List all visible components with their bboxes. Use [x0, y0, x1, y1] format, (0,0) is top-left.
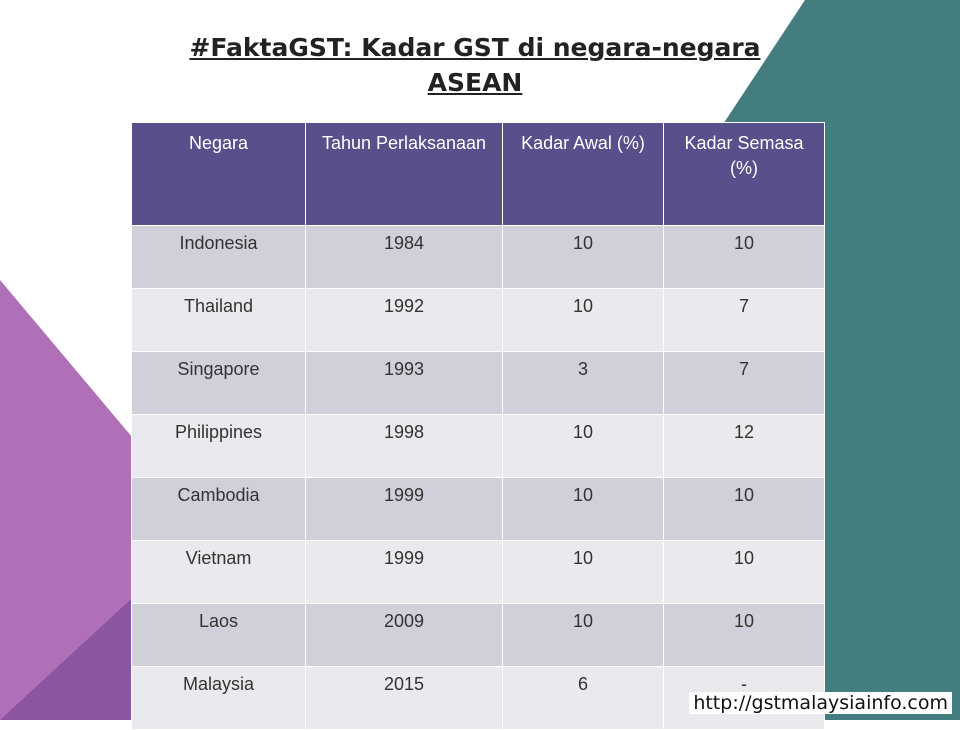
table-cell: 7	[663, 288, 825, 352]
table-cell: Laos	[131, 603, 306, 667]
table-cell: 2015	[305, 666, 503, 730]
table-row: Philippines 1998 10 12	[131, 414, 825, 478]
column-header: Negara	[131, 122, 306, 226]
table-cell: Malaysia	[131, 666, 306, 730]
gst-table: Negara Tahun Perlaksanaan Kadar Awal (%) Ka…	[131, 122, 825, 730]
header-row: Negara Tahun Perlaksanaan Kadar Awal (%) Ka…	[131, 122, 825, 226]
column-header: Kadar Semasa (%)	[663, 122, 825, 226]
table-row: Singapore 1993 3 7	[131, 351, 825, 415]
table-cell: 10	[663, 540, 825, 604]
table-cell: 7	[663, 351, 825, 415]
table-cell: 1992	[305, 288, 503, 352]
table-body: Indonesia 1984 10 10 Thailand 1992 10 7 Singapor…	[131, 225, 825, 730]
table-cell: 1984	[305, 225, 503, 289]
title: #FaktaGST: Kadar GST di negara-negara AS…	[189, 33, 761, 97]
table-cell: Cambodia	[131, 477, 306, 541]
table-cell: 1993	[305, 351, 503, 415]
table-cell: 10	[663, 603, 825, 667]
table-cell: 10	[502, 225, 664, 289]
table-cell: 12	[663, 414, 825, 478]
table-cell: 10	[502, 540, 664, 604]
table-cell: Singapore	[131, 351, 306, 415]
table-cell: Thailand	[131, 288, 306, 352]
table-row: Vietnam 1999 10 10	[131, 540, 825, 604]
table-row: Laos 2009 10 10	[131, 603, 825, 667]
table-cell: 1998	[305, 414, 503, 478]
table-cell: Philippines	[131, 414, 306, 478]
table-row: Thailand 1992 10 7	[131, 288, 825, 352]
table-cell: 1999	[305, 477, 503, 541]
table-cell: 10	[663, 225, 825, 289]
table-cell: 2009	[305, 603, 503, 667]
column-header: Tahun Perlaksanaan	[305, 122, 503, 226]
table-cell: Vietnam	[131, 540, 306, 604]
table-cell: 10	[502, 603, 664, 667]
table-cell: 3	[502, 351, 664, 415]
table-cell: 1999	[305, 540, 503, 604]
table-row: Cambodia 1999 10 10	[131, 477, 825, 541]
column-header: Kadar Awal (%)	[502, 122, 664, 226]
table-row: Indonesia 1984 10 10	[131, 225, 825, 289]
table-cell: 6	[502, 666, 664, 730]
table-cell: 10	[502, 288, 664, 352]
table-cell: 10	[502, 414, 664, 478]
table-row: Malaysia 2015 6-	[131, 666, 825, 730]
table-cell: 10	[663, 477, 825, 541]
table-cell: 10	[502, 477, 664, 541]
table-cell: Indonesia	[131, 225, 306, 289]
footer-url: http://gstmalaysiainfo.com	[689, 692, 952, 714]
